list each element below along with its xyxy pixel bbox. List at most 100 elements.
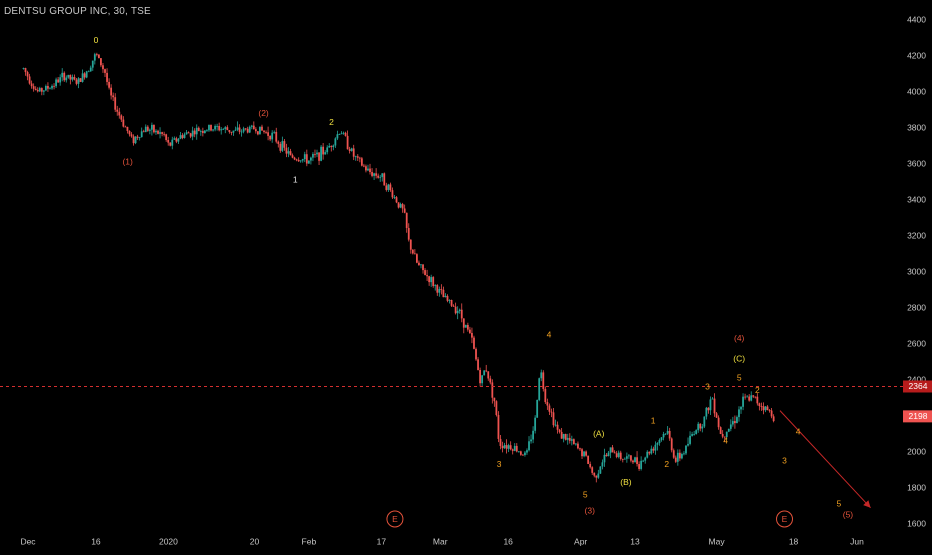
candle-body <box>181 135 184 138</box>
candle-body <box>307 160 310 164</box>
candle-body <box>295 159 298 161</box>
candle-body <box>503 445 506 449</box>
candle-body <box>73 76 76 80</box>
candle-body <box>93 54 96 61</box>
candle-body <box>766 406 769 411</box>
wave-label: 2 <box>755 385 760 395</box>
candle-body <box>532 430 534 440</box>
candle-body <box>652 448 655 451</box>
candle-body <box>79 78 82 82</box>
candle-body <box>462 318 465 328</box>
candle-body <box>51 85 53 89</box>
candle-body <box>434 285 437 286</box>
candle-body <box>110 87 113 96</box>
candle-body <box>322 146 325 155</box>
candle-body <box>683 453 685 455</box>
candle-body <box>214 126 216 130</box>
y-tick-label: 3600 <box>907 158 926 168</box>
candle-body <box>591 467 594 473</box>
event-marker-label: E <box>782 514 788 524</box>
y-tick-label: 3200 <box>907 230 926 240</box>
candle-body <box>293 157 296 160</box>
candle-body <box>250 125 253 127</box>
candle-body <box>277 141 280 144</box>
candle-body <box>183 134 186 138</box>
y-tick-label: 3800 <box>907 122 926 132</box>
candle-body <box>628 455 630 457</box>
candle-body <box>405 212 408 229</box>
candle-body <box>487 371 490 379</box>
candle-body <box>299 160 302 162</box>
candle-body <box>106 72 108 82</box>
candle-body <box>562 433 565 439</box>
candle-body <box>175 138 178 142</box>
candle-body <box>305 154 308 164</box>
candle-body <box>772 416 775 422</box>
candle-body <box>638 464 640 469</box>
candle-body <box>464 324 467 328</box>
time-axis[interactable]: Dec 16 2020 20 Feb 17 Mar 16 Apr 13 May 18 Jun <box>20 536 864 546</box>
candle-body <box>338 134 341 135</box>
candle-body <box>318 152 320 161</box>
candle-body <box>748 396 751 401</box>
candle-body <box>309 157 312 161</box>
candle-body <box>672 450 675 458</box>
candle-body <box>670 438 673 451</box>
candle-body <box>424 270 426 276</box>
candle-body <box>259 126 261 135</box>
candle-body <box>216 125 219 127</box>
candle-body <box>67 74 70 78</box>
candle-body <box>55 79 57 87</box>
candle-body <box>566 437 569 440</box>
candle-body <box>287 151 290 154</box>
candle-body <box>469 329 471 333</box>
candle-body <box>252 125 255 130</box>
x-tick-label: Jun <box>850 536 864 546</box>
wave-label: 2 <box>329 117 334 127</box>
y-tick-label: 1800 <box>907 482 926 492</box>
candle-body <box>397 202 400 208</box>
candle-body <box>124 126 127 128</box>
candle-body <box>432 277 435 286</box>
candle-body <box>203 130 206 133</box>
candle-body <box>234 129 237 131</box>
candle-body <box>197 127 200 132</box>
candle-body <box>770 410 773 417</box>
candle-body <box>348 149 351 151</box>
candle-body <box>609 447 612 453</box>
candle-body <box>340 133 343 135</box>
x-tick-label: 16 <box>503 536 513 546</box>
candle-body <box>144 126 147 133</box>
candle-body <box>373 173 375 176</box>
candle-body <box>208 124 210 131</box>
candle-body <box>356 156 359 158</box>
candle-body <box>493 397 496 402</box>
candle-body <box>142 131 145 133</box>
candle-body <box>330 145 333 148</box>
candle-body <box>568 437 571 441</box>
candle-body <box>636 457 638 465</box>
candle-body <box>187 132 190 134</box>
candle-body <box>548 405 551 412</box>
candle-body <box>475 348 477 360</box>
wave-label: (4) <box>734 333 745 343</box>
candle-body <box>248 126 251 133</box>
candle-body <box>195 127 198 135</box>
candle-body <box>163 133 166 135</box>
candle-body <box>350 148 353 151</box>
candle-body <box>81 73 84 82</box>
wave-label: 5 <box>737 372 742 382</box>
candle-body <box>540 372 543 379</box>
candle-body <box>128 130 131 135</box>
candle-body <box>676 452 679 462</box>
candle-body <box>169 142 172 146</box>
candle-body <box>595 475 598 478</box>
price-axis[interactable]: 1600180020002200240026002800300032003400… <box>903 14 932 528</box>
wave-label: 1 <box>651 416 656 426</box>
candle-body <box>97 54 100 59</box>
candle-body <box>389 184 392 191</box>
candle-body <box>446 295 449 301</box>
candle-body <box>383 173 386 186</box>
